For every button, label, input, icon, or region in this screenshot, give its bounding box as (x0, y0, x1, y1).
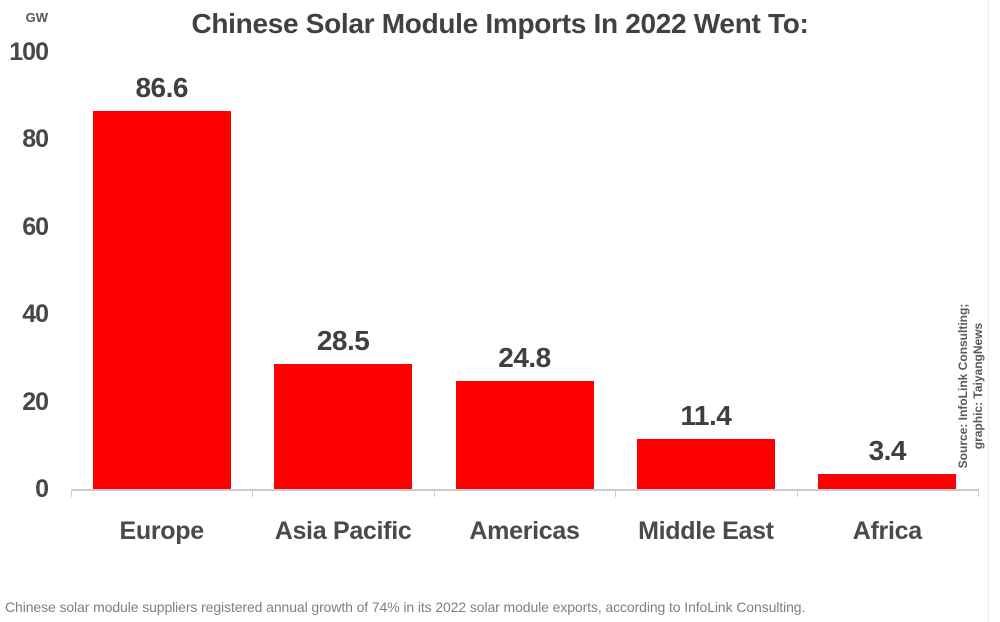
bar-europe (92, 110, 231, 489)
y-tick-label: 40 (22, 300, 49, 329)
y-tick-label: 100 (9, 38, 49, 66)
x-axis-tick (252, 489, 254, 497)
bar-middle-east (636, 439, 775, 489)
x-axis-tick (796, 489, 798, 497)
x-axis-tick (71, 489, 72, 497)
y-tick-label: 80 (22, 125, 49, 154)
bar-africa (818, 474, 957, 489)
source-credit: Source: InfoLink Consulting; graphic: Ta… (956, 304, 986, 469)
y-tick-label: 20 (22, 387, 49, 416)
bar-value-label-middle-east: 11.4 (680, 400, 732, 432)
source-credit-line2: graphic: TaiyangNews (971, 322, 985, 450)
x-category-label-asia-pacific: Asia Pacific (274, 517, 412, 545)
x-axis-tick (978, 489, 979, 497)
bar-value-label-americas: 24.8 (498, 341, 551, 373)
y-tick-label: 0 (35, 475, 49, 503)
x-axis-tick (615, 489, 617, 497)
x-category-label-middle-east: Middle East (638, 517, 774, 545)
bar-americas (455, 380, 594, 489)
caption-text: Chinese solar module suppliers registere… (5, 599, 806, 615)
source-credit-line1: Source: InfoLink Consulting; (956, 303, 970, 469)
x-category-label-africa: Africa (852, 517, 922, 545)
bar-value-label-africa: 3.4 (868, 435, 907, 467)
bar-value-label-asia-pacific: 28.5 (316, 325, 370, 357)
x-category-label-americas: Americas (469, 517, 580, 545)
chart-title: Chinese Solar Module Imports In 2022 Wen… (191, 8, 809, 39)
bar-asia-pacific (274, 364, 413, 489)
x-axis-line (71, 489, 978, 491)
bar-value-label-europe: 86.6 (135, 71, 188, 103)
x-category-label-europe: Europe (119, 517, 205, 545)
x-axis-tick (433, 489, 435, 497)
y-axis-unit-label: GW (25, 10, 48, 25)
y-tick-label: 60 (22, 212, 49, 241)
frame-right-border (988, 0, 989, 622)
